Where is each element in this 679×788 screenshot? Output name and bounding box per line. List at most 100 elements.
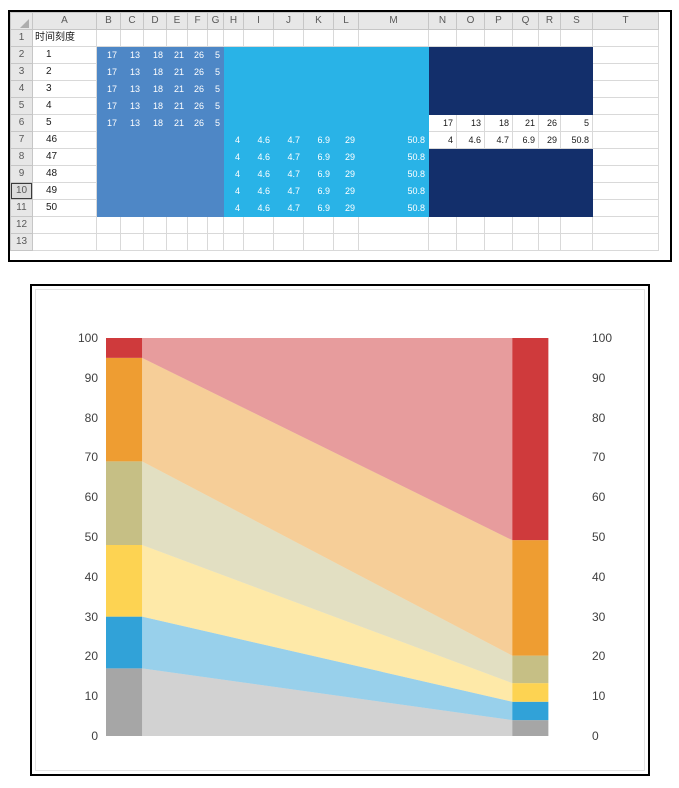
cell-I2[interactable] [243, 46, 274, 64]
cell-K9[interactable]: 6.9 [303, 165, 334, 183]
cell-N6[interactable]: 17 [428, 114, 457, 132]
cell-G6[interactable]: 5 [207, 114, 224, 132]
cell-T7[interactable] [592, 131, 659, 149]
cell-G1[interactable] [207, 29, 224, 47]
cell-N12[interactable] [428, 216, 457, 234]
cell-D5[interactable]: 18 [143, 97, 167, 115]
cell-F7[interactable] [187, 131, 208, 149]
cell-F12[interactable] [187, 216, 208, 234]
cell-M9[interactable]: 50.8 [358, 165, 429, 183]
cell-D3[interactable]: 18 [143, 63, 167, 81]
chart-object[interactable]: 0 10 20 30 40 50 60 70 80 90 100 0 10 20 30 40 50 60 70 80… [35, 289, 645, 771]
cell-H7[interactable]: 4 [223, 131, 244, 149]
row-header-6[interactable]: 6 [10, 114, 33, 132]
col-header-B[interactable]: B [96, 12, 121, 30]
cell-I12[interactable] [243, 216, 274, 234]
cell-S13[interactable] [560, 233, 593, 251]
cell-N1[interactable] [428, 29, 457, 47]
cell-K3[interactable] [303, 63, 334, 81]
cell-Q4[interactable] [512, 80, 539, 98]
cell-R8[interactable] [538, 148, 561, 166]
cell-L8[interactable]: 29 [333, 148, 359, 166]
cell-I11[interactable]: 4.6 [243, 199, 274, 217]
cell-K7[interactable]: 6.9 [303, 131, 334, 149]
cell-P4[interactable] [484, 80, 513, 98]
cell-E4[interactable]: 21 [166, 80, 188, 98]
cell-G2[interactable]: 5 [207, 46, 224, 64]
cell-N11[interactable] [428, 199, 457, 217]
cell-K8[interactable]: 6.9 [303, 148, 334, 166]
col-header-L[interactable]: L [333, 12, 359, 30]
cell-M11[interactable]: 50.8 [358, 199, 429, 217]
cell-T8[interactable] [592, 148, 659, 166]
col-header-Q[interactable]: Q [512, 12, 539, 30]
cell-E13[interactable] [166, 233, 188, 251]
cell-C12[interactable] [120, 216, 144, 234]
cell-P1[interactable] [484, 29, 513, 47]
cell-D7[interactable] [143, 131, 167, 149]
cell-A4[interactable]: 3 [32, 80, 97, 98]
cell-A3[interactable]: 2 [32, 63, 97, 81]
cell-Q6[interactable]: 21 [512, 114, 539, 132]
cell-N10[interactable] [428, 182, 457, 200]
cell-O1[interactable] [456, 29, 485, 47]
cell-R11[interactable] [538, 199, 561, 217]
col-header-J[interactable]: J [273, 12, 304, 30]
cell-M6[interactable] [358, 114, 429, 132]
cell-R2[interactable] [538, 46, 561, 64]
cell-B2[interactable]: 17 [96, 46, 121, 64]
cell-T11[interactable] [592, 199, 659, 217]
cell-A2[interactable]: 1 [32, 46, 97, 64]
cell-E12[interactable] [166, 216, 188, 234]
cell-P9[interactable] [484, 165, 513, 183]
cell-E7[interactable] [166, 131, 188, 149]
cell-G10[interactable] [207, 182, 224, 200]
cell-C6[interactable]: 13 [120, 114, 144, 132]
cell-C4[interactable]: 13 [120, 80, 144, 98]
cell-Q10[interactable] [512, 182, 539, 200]
cell-P12[interactable] [484, 216, 513, 234]
cell-G12[interactable] [207, 216, 224, 234]
row-header-12[interactable]: 12 [10, 216, 33, 234]
cell-F5[interactable]: 26 [187, 97, 208, 115]
cell-T13[interactable] [592, 233, 659, 251]
cell-R9[interactable] [538, 165, 561, 183]
cell-D1[interactable] [143, 29, 167, 47]
cell-T2[interactable] [592, 46, 659, 64]
cell-A11[interactable]: 50 [32, 199, 97, 217]
cell-M4[interactable] [358, 80, 429, 98]
cell-F13[interactable] [187, 233, 208, 251]
cell-P7[interactable]: 4.7 [484, 131, 513, 149]
cell-L2[interactable] [333, 46, 359, 64]
cell-L13[interactable] [333, 233, 359, 251]
cell-F6[interactable]: 26 [187, 114, 208, 132]
cell-C8[interactable] [120, 148, 144, 166]
cell-L7[interactable]: 29 [333, 131, 359, 149]
cell-D8[interactable] [143, 148, 167, 166]
cell-E1[interactable] [166, 29, 188, 47]
cell-I13[interactable] [243, 233, 274, 251]
cell-R3[interactable] [538, 63, 561, 81]
cell-B11[interactable] [96, 199, 121, 217]
col-header-F[interactable]: F [187, 12, 208, 30]
cell-D11[interactable] [143, 199, 167, 217]
cell-T4[interactable] [592, 80, 659, 98]
cell-A5[interactable]: 4 [32, 97, 97, 115]
cell-C7[interactable] [120, 131, 144, 149]
cell-P13[interactable] [484, 233, 513, 251]
cell-A7[interactable]: 46 [32, 131, 97, 149]
cell-L9[interactable]: 29 [333, 165, 359, 183]
cell-L12[interactable] [333, 216, 359, 234]
cell-B3[interactable]: 17 [96, 63, 121, 81]
cell-M8[interactable]: 50.8 [358, 148, 429, 166]
cell-E5[interactable]: 21 [166, 97, 188, 115]
cell-J5[interactable] [273, 97, 304, 115]
cell-G8[interactable] [207, 148, 224, 166]
cell-S5[interactable] [560, 97, 593, 115]
cell-G7[interactable] [207, 131, 224, 149]
cell-A10[interactable]: 49 [32, 182, 97, 200]
row-header-9[interactable]: 9 [10, 165, 33, 183]
cell-G5[interactable]: 5 [207, 97, 224, 115]
cell-E10[interactable] [166, 182, 188, 200]
cell-A1[interactable]: 时间刻度 [32, 29, 97, 47]
